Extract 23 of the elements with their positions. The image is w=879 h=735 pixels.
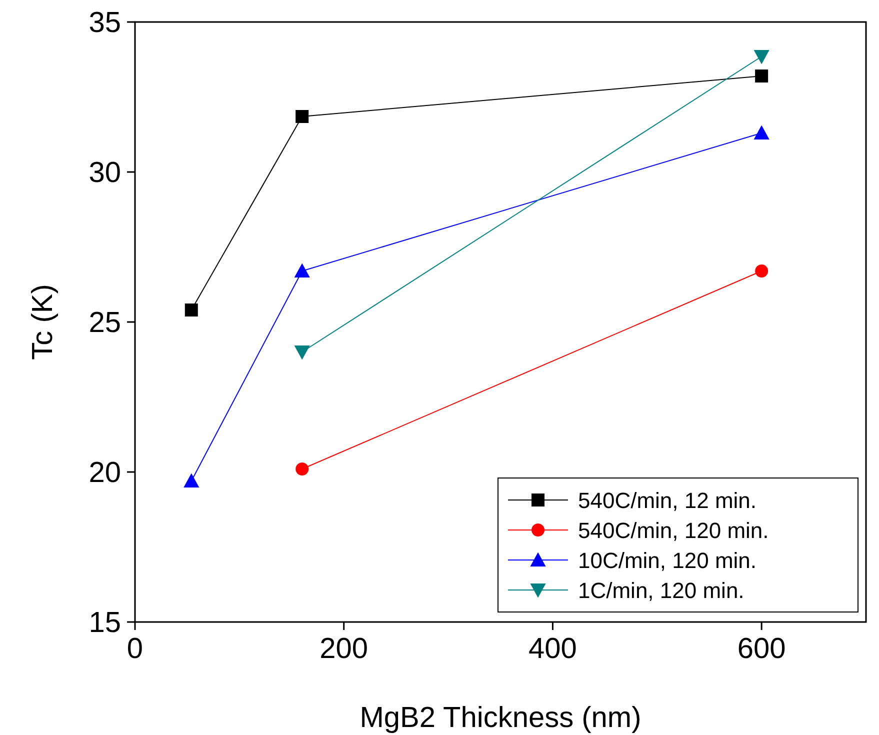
y-tick-label: 25 [88, 307, 121, 339]
legend-label: 1C/min, 120 min. [578, 578, 744, 603]
y-tick-label: 35 [88, 7, 121, 39]
legend-label: 540C/min, 120 min. [578, 518, 769, 543]
point [296, 462, 309, 476]
x-axis-title: MgB2 Thickness (nm) [360, 702, 642, 734]
point [184, 473, 200, 488]
y-axis-title: Tc (K) [27, 284, 59, 360]
point [296, 110, 309, 123]
legend-label: 540C/min, 12 min. [578, 488, 757, 513]
y-tick-label: 20 [88, 457, 121, 489]
x-tick-label: 200 [320, 633, 368, 665]
point [755, 264, 768, 278]
legend-label: 10C/min, 120 min. [578, 548, 757, 573]
x-tick-label: 600 [737, 633, 786, 665]
point [754, 125, 770, 140]
x-tick-label: 0 [126, 633, 144, 665]
y-tick-label: 30 [88, 157, 121, 189]
point [294, 263, 310, 278]
point [755, 70, 768, 82]
point [184, 304, 198, 316]
x-tick-label: 400 [528, 633, 577, 665]
y-tick-label: 15 [88, 607, 121, 639]
